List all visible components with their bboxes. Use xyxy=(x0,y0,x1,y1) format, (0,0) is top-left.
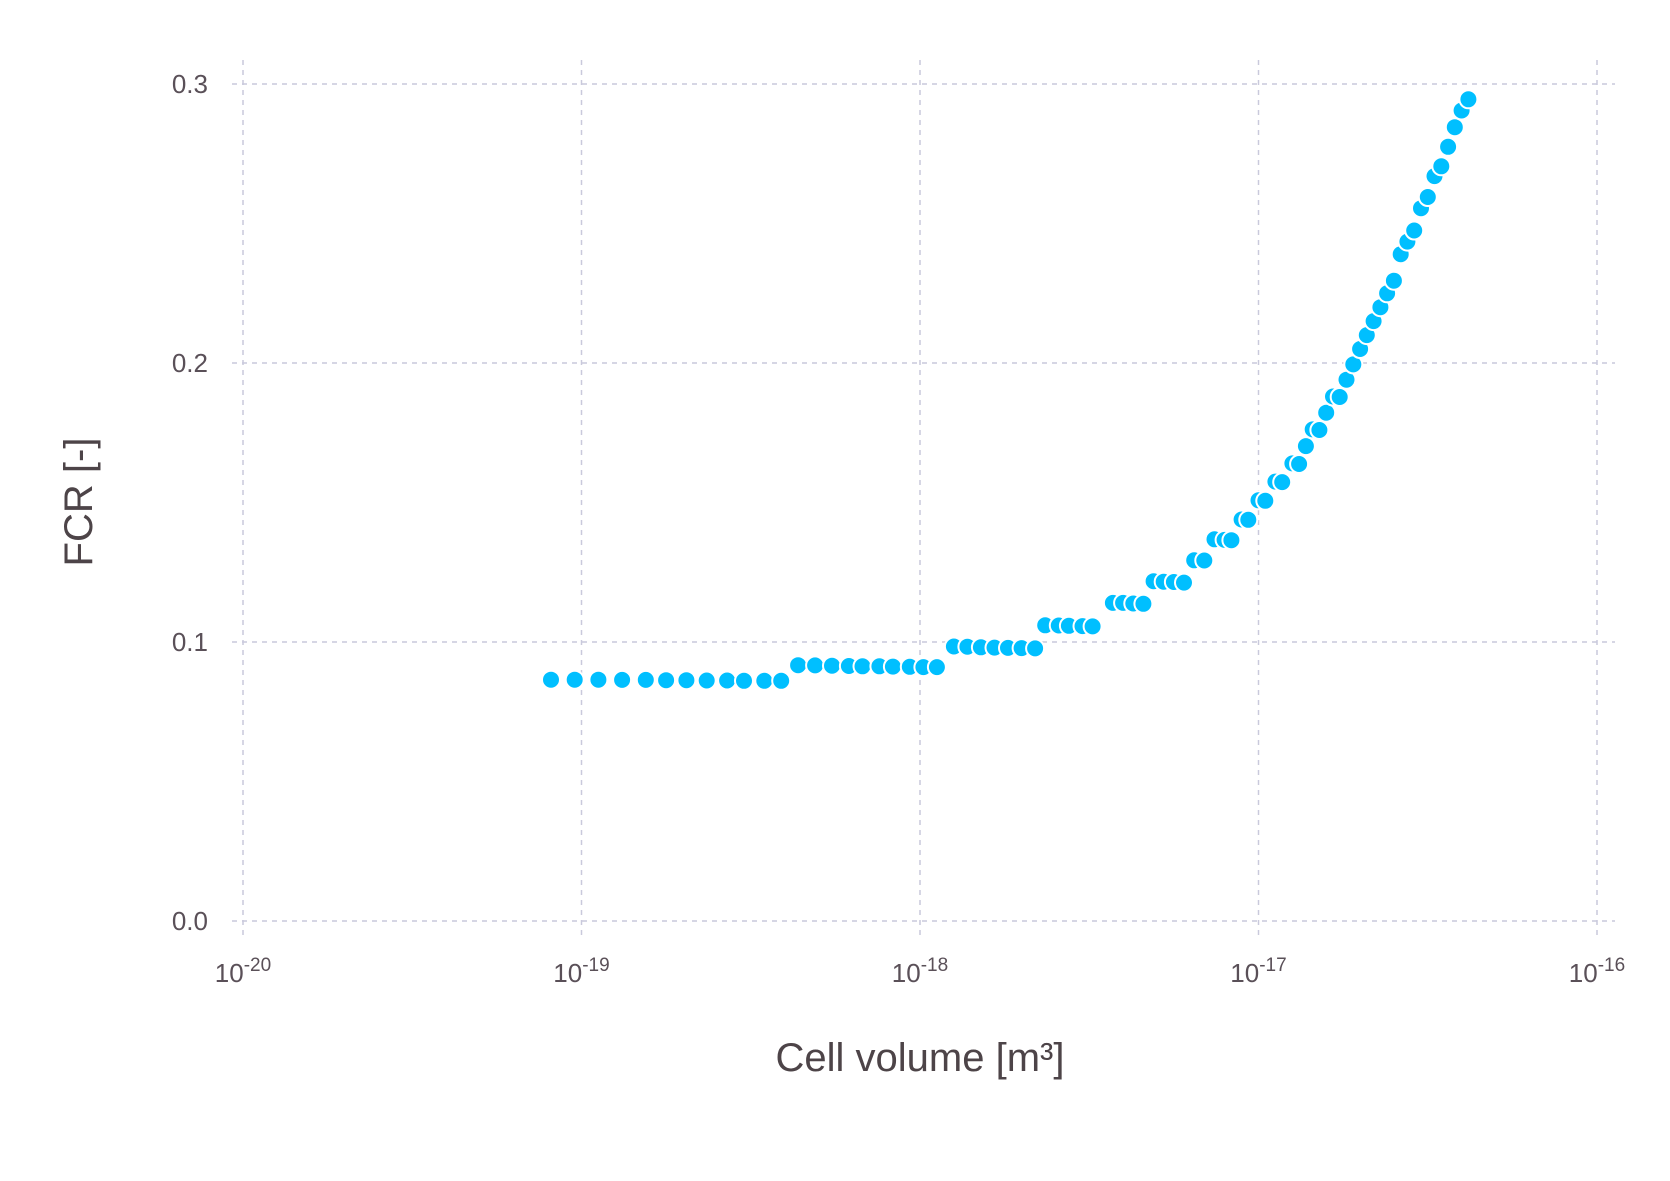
data-point xyxy=(635,669,656,690)
data-point xyxy=(1417,187,1438,207)
data-point xyxy=(676,670,697,691)
data-point xyxy=(852,656,873,677)
data-point xyxy=(1295,436,1316,457)
data-point xyxy=(754,670,775,691)
data-point xyxy=(1383,270,1404,291)
data-point xyxy=(588,669,609,690)
x-tick-exponent: -19 xyxy=(582,955,609,976)
data-point xyxy=(788,655,809,676)
data-point xyxy=(1238,509,1259,530)
x-tick-base: 10 xyxy=(892,958,921,988)
data-point xyxy=(696,670,717,691)
data-point xyxy=(1272,472,1293,493)
data-point xyxy=(1404,220,1425,241)
y-axis-ticks: 0.0 0.1 0.2 0.3 xyxy=(172,69,208,936)
data-point xyxy=(1458,89,1479,110)
data-point xyxy=(656,670,677,691)
data-point xyxy=(1289,454,1310,474)
data-point xyxy=(1309,420,1330,440)
y-tick-label: 0.1 xyxy=(172,627,208,657)
x-tick-base: 10 xyxy=(553,958,582,988)
data-markers xyxy=(541,89,1479,691)
data-point xyxy=(717,670,738,691)
data-point xyxy=(1133,593,1154,614)
data-point xyxy=(541,669,561,690)
data-point xyxy=(1329,387,1350,407)
data-point xyxy=(1444,117,1465,138)
x-tick-exponent: -18 xyxy=(921,955,948,976)
data-point xyxy=(1221,530,1242,551)
y-tick-label: 0.2 xyxy=(172,348,208,378)
x-tick-base: 10 xyxy=(1230,958,1259,988)
data-point xyxy=(1194,550,1215,571)
data-point xyxy=(1025,638,1046,659)
x-tick-exponent: -17 xyxy=(1259,955,1286,976)
grid xyxy=(232,60,1615,935)
x-tick-label: 10-19 xyxy=(553,955,609,988)
data-point xyxy=(926,657,947,678)
x-tick-label: 10-16 xyxy=(1569,955,1625,988)
y-axis-title: FCR [-] xyxy=(57,438,101,567)
x-tick-base: 10 xyxy=(1569,958,1598,988)
y-tick-label: 0.0 xyxy=(172,906,208,936)
x-tick-exponent: -16 xyxy=(1598,955,1625,976)
data-point xyxy=(1438,136,1459,157)
x-tick-exponent: -20 xyxy=(244,955,271,976)
y-tick-label: 0.3 xyxy=(172,69,208,99)
x-tick-base: 10 xyxy=(215,958,244,988)
x-axis-title: Cell volume [m³] xyxy=(776,1036,1065,1080)
data-point xyxy=(805,655,826,676)
data-point xyxy=(1431,156,1452,177)
x-tick-label: 10-20 xyxy=(215,955,271,988)
data-point xyxy=(882,656,903,677)
data-point xyxy=(1255,490,1276,511)
data-point xyxy=(734,670,754,691)
x-tick-label: 10-18 xyxy=(892,955,948,988)
data-point xyxy=(564,669,585,690)
data-point xyxy=(771,670,792,691)
data-point xyxy=(822,655,842,676)
x-axis-ticks: 10-20 10-19 10-18 10-17 10-16 xyxy=(215,955,1625,988)
data-point xyxy=(1082,616,1103,637)
data-point xyxy=(1174,572,1194,593)
x-tick-label: 10-17 xyxy=(1230,955,1286,988)
data-point xyxy=(612,669,633,690)
